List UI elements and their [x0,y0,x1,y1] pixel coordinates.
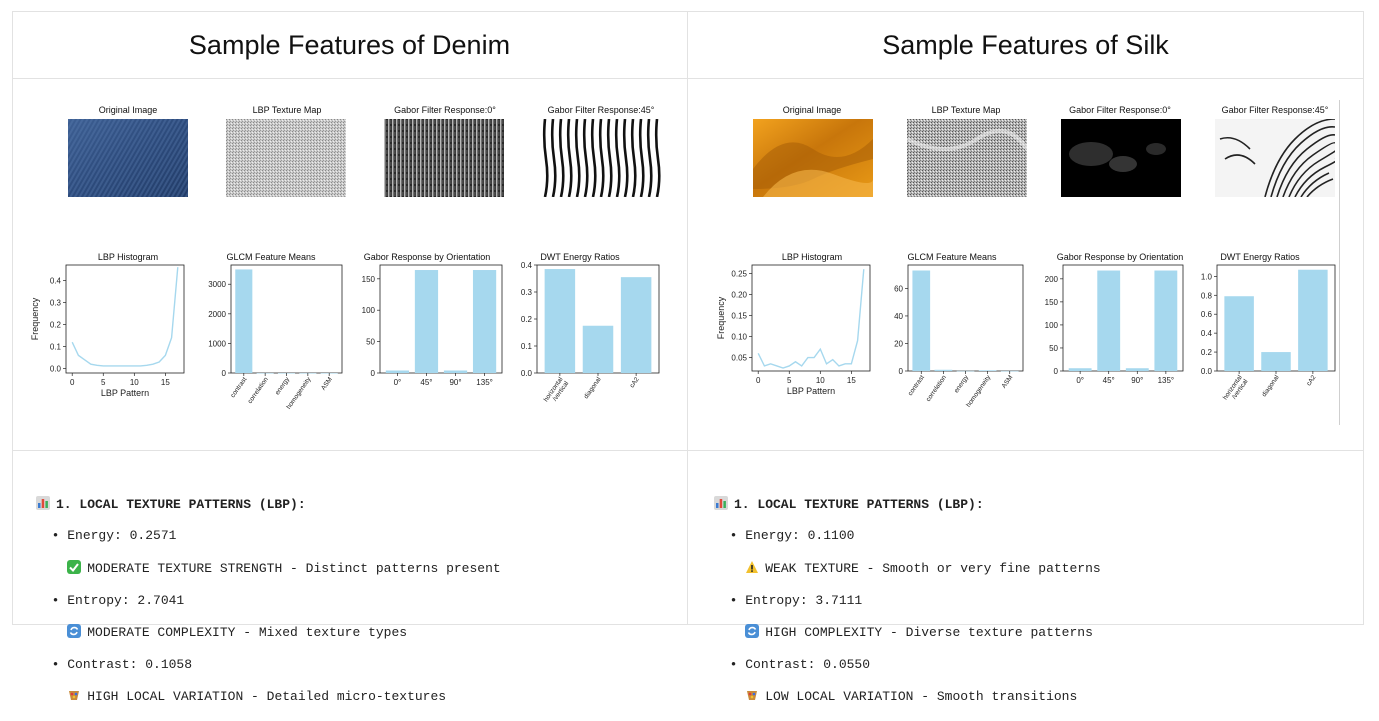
silk-gabor45-image [1215,119,1335,197]
silk-energy: • Energy: 0.1100 [729,528,855,544]
silk-dwt-title: DWT Energy Ratios [1220,252,1300,262]
denim-entropy: • Entropy: 2.7041 [51,592,185,608]
denim-lbp-map-title: LBP Texture Map [252,105,322,115]
denim-contrast-note: HIGH LOCAL VARIATION - Detailed micro-te… [87,689,447,705]
silk-gabor45-title: Gabor Filter Response:45° [1221,105,1329,115]
silk-lbp-texture-map [907,119,1027,197]
silk-report: 1. LOCAL TEXTURE PATTERNS (LBP): • Energ… [714,480,1101,721]
denim-title: Sample Features of Denim [188,30,511,60]
silk-original-title: Original Image [782,105,842,115]
figure-edge-rule [1339,100,1340,425]
denim-report-header: 1. LOCAL TEXTURE PATTERNS (LBP): [56,496,306,512]
silk-entropy-note: HIGH COMPLEXITY - Diverse texture patter… [765,625,1093,641]
bar-chart-icon [36,495,52,510]
silk-lbp-map-title: LBP Texture Map [931,105,1001,115]
denim-glcm-title: GLCM Feature Means [226,252,316,262]
silk-energy-note: WEAK TEXTURE - Smooth or very fine patte… [765,560,1101,576]
silk-gabor-title: Gabor Response by Orientation [1056,252,1184,262]
denim-original-image [68,119,188,197]
silk-report-header: 1. LOCAL TEXTURE PATTERNS (LBP): [734,496,984,512]
denim-energy: • Energy: 0.2571 [51,528,177,544]
check-mark-icon [67,559,83,574]
silk-original-image [753,119,873,197]
silk-gabor0-title: Gabor Filter Response:0° [1069,105,1171,115]
cycle-arrows-icon [67,624,83,639]
denim-contrast: • Contrast: 0.1058 [51,656,193,672]
silk-glcm-title: GLCM Feature Means [907,252,997,262]
denim-gabor0-title: Gabor Filter Response:0° [394,105,496,115]
comparison-frame [12,11,1364,625]
denim-gabor-title: Gabor Response by Orientation [363,252,491,262]
header-divider [12,78,1364,79]
denim-gabor45-title: Gabor Filter Response:45° [547,105,655,115]
silk-contrast-note: LOW LOCAL VARIATION - Smooth transitions [765,689,1078,705]
denim-lbp-hist-title: LBP Histogram [97,252,159,262]
denim-gabor45-image [541,119,661,197]
denim-gabor0-image [384,119,504,197]
silk-entropy: • Entropy: 3.7111 [729,592,863,608]
denim-original-title: Original Image [98,105,158,115]
report-divider [12,450,1364,451]
denim-dwt-title: DWT Energy Ratios [540,252,620,262]
bar-chart-icon [714,495,730,510]
denim-lbp-texture-map [226,119,346,197]
warning-icon [745,560,761,574]
column-divider [687,11,688,625]
denim-report: 1. LOCAL TEXTURE PATTERNS (LBP): • Energ… [36,480,501,721]
denim-entropy-note: MODERATE COMPLEXITY - Mixed texture type… [87,625,408,641]
art-palette-icon [745,688,761,702]
silk-lbp-hist-title: LBP Histogram [781,252,843,262]
silk-gabor0-image [1061,119,1181,197]
denim-energy-note: MODERATE TEXTURE STRENGTH - Distinct pat… [87,560,501,576]
art-palette-icon [67,688,83,702]
cycle-arrows-icon [745,624,761,639]
silk-contrast: • Contrast: 0.0550 [729,656,871,672]
silk-title: Sample Features of Silk [882,30,1169,60]
